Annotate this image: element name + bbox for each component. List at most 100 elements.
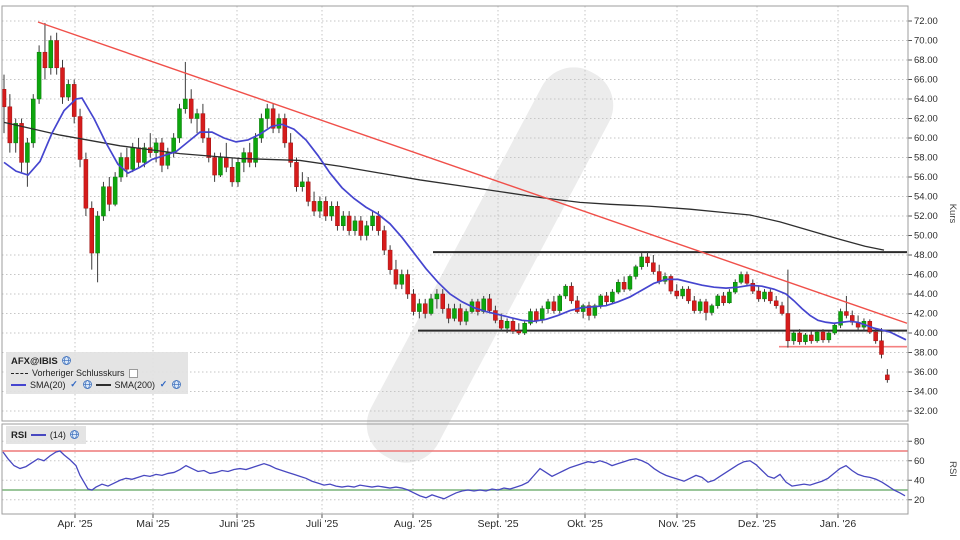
candle-body — [692, 300, 697, 311]
rsi-line — [2, 450, 906, 500]
time-axis-label: Jan. '26 — [820, 518, 857, 530]
price-axis-label: 60.00 — [914, 133, 938, 144]
time-axis-label: Juli '25 — [306, 518, 339, 530]
candle-body — [475, 301, 481, 312]
info-globe-icon[interactable] — [61, 355, 71, 367]
candle-body — [112, 176, 118, 205]
candle-body — [19, 123, 24, 163]
prev-close-checkbox[interactable] — [128, 368, 138, 378]
candle-body — [604, 295, 609, 303]
rsi-axis-label: 80 — [914, 436, 925, 447]
time-axis-label: Apr. '25 — [57, 518, 92, 530]
rsi-panel-border — [1, 423, 909, 515]
sma20-checkbox[interactable]: ✓ — [70, 378, 78, 389]
candle-body — [229, 167, 235, 183]
candle-body — [440, 293, 445, 309]
candle-body — [656, 271, 662, 282]
candle-body — [405, 274, 410, 295]
candle-body — [844, 311, 849, 316]
candle-body — [721, 295, 726, 304]
candle-body — [42, 51, 48, 69]
candle-body — [686, 288, 691, 302]
sma20-globe-icon[interactable] — [82, 379, 92, 391]
price-axis-title: Kurs — [947, 204, 958, 224]
candle-body — [768, 291, 773, 302]
candle-body — [697, 301, 703, 311]
sma200-line-sample — [95, 384, 111, 386]
candle-body — [346, 215, 352, 231]
candle-body — [499, 320, 504, 329]
candle-body — [826, 332, 832, 341]
rsi-axis-label: 60 — [914, 456, 925, 467]
candle-body — [188, 98, 194, 119]
rsi-axis-title: RSI — [947, 461, 958, 477]
candle-body — [803, 334, 808, 343]
candle-body — [633, 266, 639, 277]
candle-body — [294, 162, 299, 187]
price-axis-label: 46.00 — [914, 270, 938, 281]
candle-body — [539, 308, 545, 321]
candle-body — [463, 311, 469, 322]
sma200-globe-icon[interactable] — [172, 379, 181, 391]
candle-body — [95, 215, 100, 254]
price-axis-label: 68.00 — [914, 55, 938, 66]
candle-body — [300, 181, 305, 187]
time-axis-label: Sept. '25 — [477, 518, 518, 530]
time-axis-label: Nov. '25 — [658, 518, 696, 530]
candle-body — [791, 332, 796, 342]
candle-body — [452, 308, 457, 319]
candle-body — [809, 334, 814, 342]
candle-body — [493, 310, 498, 321]
candle-body — [136, 147, 141, 163]
price-axis-label: 40.00 — [914, 328, 938, 339]
candle-body — [563, 285, 568, 297]
price-axis-label: 38.00 — [914, 348, 938, 359]
price-axis-label: 62.00 — [914, 114, 938, 125]
prev-close-line-sample — [11, 372, 28, 374]
candle-body — [323, 201, 328, 217]
candle-body — [288, 142, 293, 163]
price-axis-label: 42.00 — [914, 309, 938, 320]
candle-body — [738, 274, 744, 283]
candle-body — [194, 113, 200, 119]
time-axis-label: Dez. '25 — [738, 518, 776, 530]
candle-body — [703, 301, 709, 313]
candle-body — [101, 186, 106, 217]
candle-body — [130, 147, 135, 170]
candle-body — [621, 282, 627, 290]
rsi-period: (14) — [49, 430, 66, 440]
candle-body — [820, 331, 826, 341]
candle-body — [142, 147, 147, 163]
candle-body — [680, 288, 685, 297]
candle-body — [89, 207, 94, 254]
candle-body — [610, 291, 615, 303]
candle-body — [329, 206, 334, 217]
candle-body — [247, 152, 252, 163]
price-axis-label: 48.00 — [914, 250, 938, 261]
price-axis-label: 64.00 — [914, 94, 938, 105]
candle-body — [516, 330, 522, 334]
instrument-symbol: AFX@IBIS — [11, 355, 58, 367]
candle-body — [358, 220, 364, 236]
candle-body — [54, 40, 59, 69]
candle-body — [399, 274, 405, 285]
price-axis-label: 32.00 — [914, 406, 938, 417]
candle-body — [773, 300, 779, 306]
sma200-checkbox[interactable]: ✓ — [159, 378, 168, 389]
candle-body — [838, 311, 843, 326]
candle-body — [31, 98, 36, 144]
candle-body — [83, 159, 89, 209]
main-legend: AFX@IBIS Vorheriger Schlusskurs SMA(20) … — [6, 352, 189, 394]
sma20-line-sample — [11, 384, 26, 386]
candle-body — [762, 291, 767, 300]
candle-body — [797, 332, 802, 343]
candle-body — [265, 108, 270, 119]
rsi-globe-icon[interactable] — [69, 429, 79, 441]
sma20-label: SMA(20) — [30, 380, 66, 390]
candle-body — [335, 206, 340, 226]
candle-body — [7, 106, 13, 144]
candle-body — [557, 295, 562, 311]
candle-body — [124, 157, 130, 170]
